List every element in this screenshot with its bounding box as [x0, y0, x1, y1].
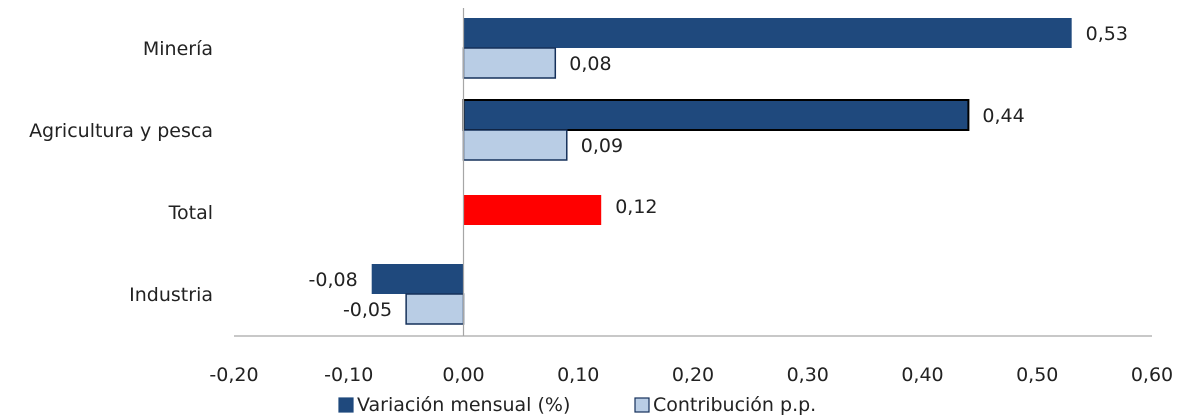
x-tick-label: 0,10 [557, 364, 599, 386]
bar-industria-contribucion-p-p [405, 293, 465, 325]
legend-label-variacion-mensual: Variación mensual (%) [357, 394, 570, 416]
bar-agricultura-y-pesca-variacion-mensual [462, 99, 970, 131]
x-tick-label: 0,50 [1016, 364, 1058, 386]
labels-layer: Minería 0,53 0,08 Agricultura y pesca 0,44 0,… [29, 23, 1128, 321]
data-label-industria-contribucion-p-p: -0,05 [343, 299, 392, 321]
x-tick-label: 0,60 [1131, 364, 1173, 386]
legend-swatch-variacion-mensual [338, 397, 354, 413]
bar-mineria-contribucion-p-p [462, 47, 557, 79]
category-label-total: Total [168, 202, 213, 224]
x-tick-label: 0,00 [442, 364, 484, 386]
legend-label-contribucion-p-p: Contribución p.p. [653, 394, 816, 416]
data-label-agricultura-y-pesca-variacion-mensual: 0,44 [982, 105, 1024, 127]
x-axis: -0,20 -0,10 0,00 0,10 0,20 0,30 0,40 0,50 0,60 [209, 335, 1173, 386]
category-label-industria: Industria [129, 284, 213, 306]
x-tick-label: -0,10 [324, 364, 373, 386]
x-tick-label: 0,40 [901, 364, 943, 386]
bar-total-total [463, 195, 602, 225]
data-label-agricultura-y-pesca-contribucion-p-p: 0,09 [581, 135, 623, 157]
data-label-industria-variacion-mensual: -0,08 [309, 269, 358, 291]
bar-industria-variacion-mensual [371, 264, 464, 294]
data-label-mineria-contribucion-p-p: 0,08 [569, 53, 611, 75]
category-label-mineria: Minería [143, 38, 213, 60]
x-tick-label: -0,20 [209, 364, 258, 386]
x-tick-label: 0,30 [787, 364, 829, 386]
data-label-mineria-variacion-mensual: 0,53 [1086, 23, 1128, 45]
bar-mineria-variacion-mensual [463, 18, 1072, 48]
x-tick-label: 0,20 [672, 364, 714, 386]
category-label-agricultura-y-pesca: Agricultura y pesca [29, 120, 213, 142]
legend-swatch-contribucion-p-p [634, 397, 650, 413]
bar-agricultura-y-pesca-contribucion-p-p [462, 129, 568, 161]
bars-layer [371, 18, 1072, 325]
legend: Variación mensual (%) Contribución p.p. [338, 394, 816, 416]
data-label-total-total: 0,12 [615, 196, 657, 218]
